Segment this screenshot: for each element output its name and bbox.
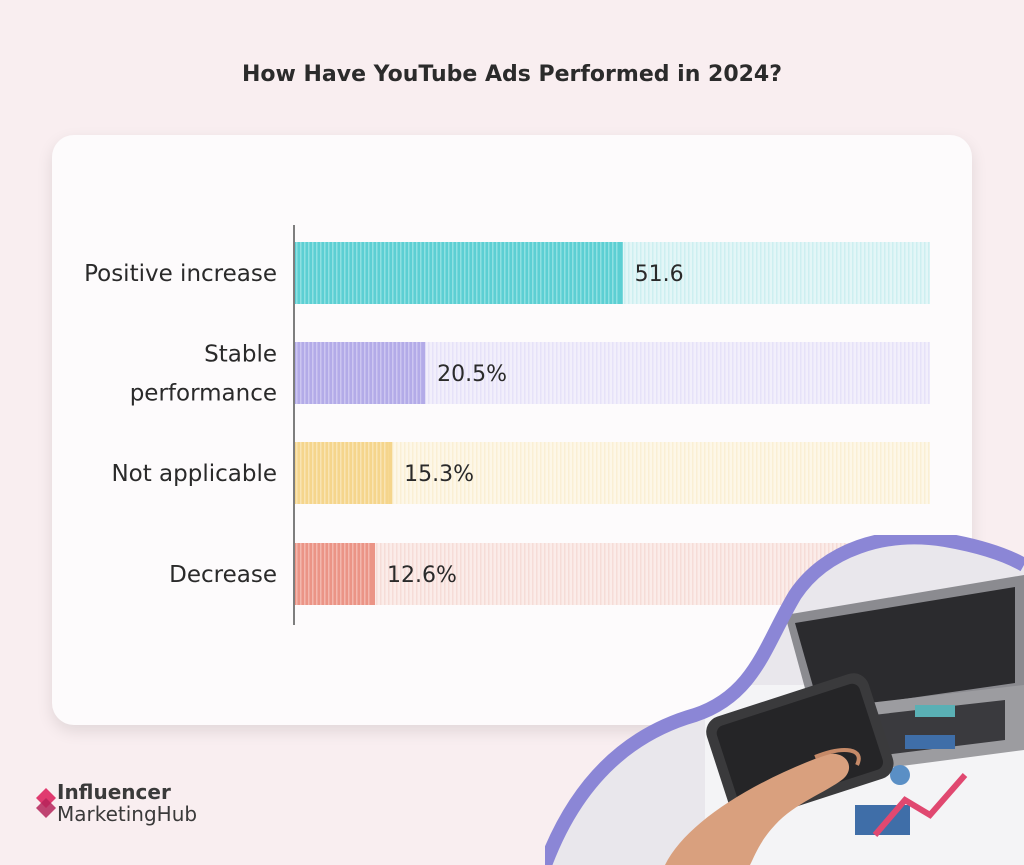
chart-title: How Have YouTube Ads Performed in 2024? bbox=[241, 62, 783, 87]
bar-track bbox=[295, 442, 930, 504]
data-label: 51.6 bbox=[635, 262, 684, 287]
bar-end-cap bbox=[371, 543, 376, 605]
bar bbox=[295, 543, 376, 605]
logo-text-influencer: Influencer bbox=[57, 780, 171, 804]
laptop-phone-photo bbox=[545, 535, 1024, 865]
data-label: 15.3% bbox=[404, 462, 474, 487]
category-label: Positive increase bbox=[84, 261, 277, 287]
bar-end-cap bbox=[421, 342, 426, 404]
category-label: Stable performance bbox=[130, 342, 277, 407]
data-label: 20.5% bbox=[437, 362, 507, 387]
logo-diamond-icon bbox=[36, 788, 56, 818]
brand-logo: Influencer MarketingHub bbox=[34, 780, 234, 830]
category-label: Not applicable bbox=[111, 461, 277, 487]
bar bbox=[295, 442, 393, 504]
bar bbox=[295, 242, 623, 304]
data-label: 12.6% bbox=[387, 563, 457, 588]
logo-text-marketinghub: MarketingHub bbox=[57, 802, 198, 826]
bar-end-cap bbox=[618, 242, 623, 304]
bar-end-cap bbox=[388, 442, 393, 504]
category-label: Decrease bbox=[169, 562, 277, 588]
bar bbox=[295, 342, 426, 404]
